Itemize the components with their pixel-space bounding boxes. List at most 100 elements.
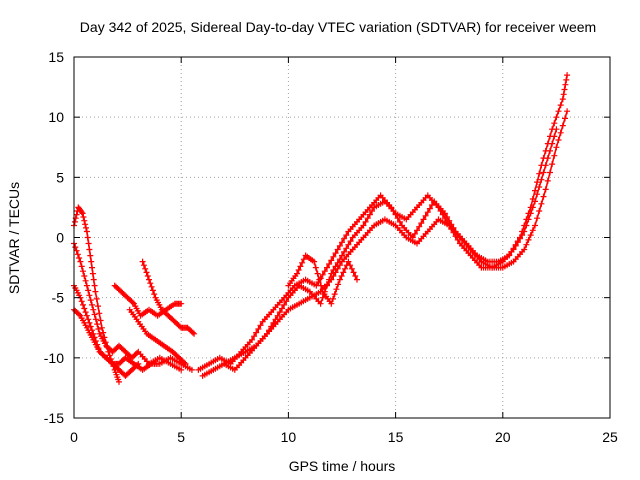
data-point <box>151 291 158 298</box>
data-point <box>81 273 88 279</box>
data-point <box>342 265 348 272</box>
data-point <box>80 268 86 275</box>
data-point <box>86 319 93 326</box>
data-point <box>91 282 98 289</box>
data-point <box>529 204 536 211</box>
data-point <box>517 235 523 242</box>
data-point <box>80 214 87 220</box>
data-point <box>91 311 98 318</box>
data-point <box>444 218 451 225</box>
data-point <box>437 208 444 214</box>
data-point <box>83 224 89 231</box>
data-point <box>542 186 549 193</box>
data-point <box>536 208 543 214</box>
data-point <box>295 267 302 273</box>
series-track-6 <box>139 258 198 337</box>
data-point <box>422 212 429 219</box>
data-point <box>326 276 333 283</box>
data-point <box>435 204 442 211</box>
data-point <box>148 283 155 290</box>
data-point <box>450 229 457 236</box>
data-point <box>85 287 92 294</box>
data-point <box>311 258 318 265</box>
data-point <box>523 222 530 229</box>
data-point <box>178 366 185 373</box>
data-point <box>538 176 545 183</box>
data-point <box>73 247 80 254</box>
data-point <box>544 177 551 184</box>
data-point <box>452 233 459 240</box>
data-point <box>328 270 335 277</box>
y-tick-label: 15 <box>48 49 64 65</box>
data-point <box>96 310 103 317</box>
data-point <box>555 108 562 115</box>
data-point <box>87 252 94 259</box>
data-point <box>319 294 326 301</box>
data-point <box>100 329 107 336</box>
data-point <box>264 330 270 337</box>
data-point <box>426 205 433 212</box>
data-point <box>89 270 96 277</box>
y-tick-label: -5 <box>52 290 65 306</box>
data-point <box>300 256 307 263</box>
data-point <box>366 211 373 218</box>
data-point <box>182 360 189 367</box>
data-point <box>76 255 83 261</box>
data-point <box>536 184 543 190</box>
data-point <box>87 297 94 304</box>
data-point <box>454 236 461 243</box>
axis-ticks: 0 5 10 15 20 25 -15 -10 -5 0 5 10 15 <box>44 49 618 445</box>
data-point <box>86 292 93 299</box>
data-point <box>72 244 79 251</box>
data-point <box>557 102 564 109</box>
data-point <box>84 234 91 241</box>
y-axis-label: SDTVAR / TECUs <box>6 182 22 294</box>
data-point <box>281 301 288 308</box>
data-point <box>140 262 147 269</box>
data-point <box>341 248 348 255</box>
data-point <box>540 193 547 200</box>
data-point <box>79 210 86 217</box>
data-point <box>90 330 97 337</box>
data-point <box>255 326 262 332</box>
series-track-11 <box>285 252 360 307</box>
data-point <box>181 359 188 366</box>
data-point <box>439 211 446 218</box>
data-point <box>146 276 152 283</box>
data-point <box>90 306 97 313</box>
data-point <box>83 282 90 289</box>
data-point <box>354 276 360 283</box>
data-point <box>549 161 556 168</box>
data-point <box>134 350 140 356</box>
data-point <box>77 258 84 265</box>
data-point <box>93 295 100 302</box>
data-point <box>551 120 558 127</box>
data-point <box>559 96 566 103</box>
data-point <box>249 336 255 343</box>
data-point <box>98 324 105 331</box>
x-tick-label: 5 <box>177 429 185 445</box>
data-point <box>326 261 333 267</box>
data-point <box>81 217 88 224</box>
data-point <box>330 295 336 302</box>
data-point <box>188 366 195 373</box>
x-axis-label: GPS time / hours <box>289 458 396 474</box>
data-point <box>330 267 337 273</box>
data-point <box>360 222 367 229</box>
data-point <box>139 258 146 265</box>
data-point <box>525 236 532 243</box>
data-point <box>73 211 80 218</box>
data-point <box>525 216 532 223</box>
data-point <box>564 72 571 79</box>
data-point <box>549 140 556 147</box>
data-point <box>562 81 569 88</box>
data-point <box>253 329 260 336</box>
x-tick-label: 0 <box>70 429 78 445</box>
data-point <box>266 327 273 334</box>
series-track-5 <box>111 282 185 319</box>
data-point <box>339 252 345 259</box>
data-point <box>86 246 93 253</box>
data-point <box>257 322 264 329</box>
data-point <box>362 218 369 225</box>
data-point <box>333 286 340 293</box>
